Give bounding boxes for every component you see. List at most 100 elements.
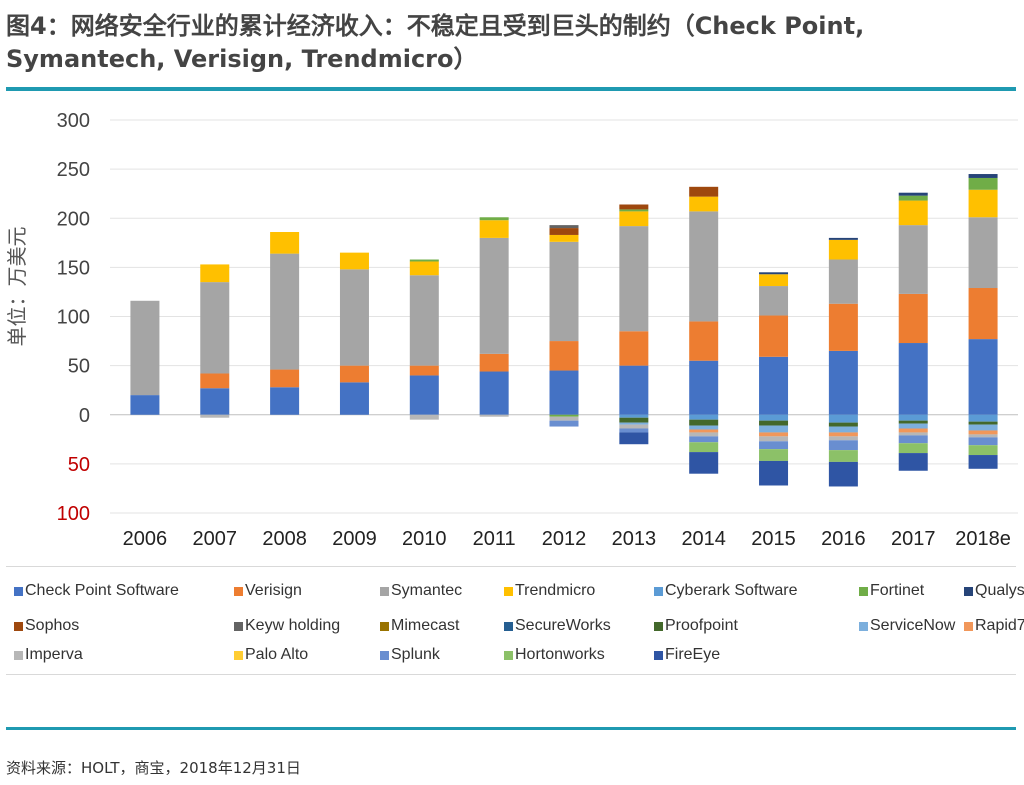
legend-label: Verisign [245,582,302,599]
legend-swatch [234,650,243,660]
bar-segment-proofpoint [898,420,928,424]
bar-segment-symantec [130,300,160,396]
bar-segment-rapid7 [968,430,998,435]
bar-segment-check-point-software [759,356,789,415]
bar-segment-check-point-software [200,388,230,415]
bar-segment-servicenow [619,422,649,425]
x-tick-label: 2008 [262,528,307,550]
bar-segment-fireeye [689,452,719,474]
bar-segment-sophos [619,204,649,210]
bar-segment-trendmicro [759,274,789,287]
bar-segment-hortonworks [689,442,719,453]
bar-segment-rapid7 [759,432,789,437]
legend-item: Keyw holding [234,617,340,635]
legend-item: Check Point Software [14,582,179,600]
legend-swatch [504,621,513,631]
legend-item: Hortonworks [504,646,605,664]
bar-segment-trendmicro [689,196,719,212]
bar-segment-check-point-software [409,375,439,415]
x-tick-label: 2006 [123,528,168,550]
legend-label: Palo Alto [245,646,309,663]
y-tick-label: 100 [57,307,90,329]
y-axis-label: 单位：万美元 [5,227,29,347]
bar-segment-rapid7 [898,428,928,433]
bar-segment-cyberark-software [898,414,928,421]
bar-segment-hortonworks [898,443,928,454]
bar-segment-fortinet [968,177,998,190]
chart-plot: 300 250 200 150 100 50 0 50 100 单位：万美元 2006 2007 200… [5,110,1018,550]
bar-segment-sophos [689,186,719,197]
legend-bottom-line [6,674,1016,675]
chart-title: 图4：网络安全行业的累计经济收入：不稳定且受到巨头的制约（Check Point… [6,12,865,73]
bar-segment-symantec [689,211,719,322]
bar-segment-splunk [689,436,719,443]
bar-segment-qualys [968,174,998,178]
chart-legend: Check Point Software Verisign Symantec Tren… [14,578,1024,690]
bar-segment-servicenow [898,423,928,429]
legend-label: Keyw holding [245,617,341,634]
bar-segment-trendmicro [339,252,369,270]
legend-label: Qualys [975,582,1024,599]
legend-label: Imperva [25,646,83,663]
legend-label: Sophos [25,617,80,634]
legend-swatch [654,586,663,596]
legend-label: FireEye [665,646,721,663]
bar-segment-verisign [968,288,998,340]
bar-segment-servicenow [759,425,789,433]
x-tick-label: 2012 [542,528,587,550]
bar-segment-symantec [898,225,928,294]
bar-segment-verisign [549,341,579,371]
bar-segment-trendmicro [968,189,998,218]
bar-segment-servicenow [689,425,719,430]
y-tick-label: 300 [57,110,90,132]
legend-label: Rapid7 [975,617,1024,634]
bar-segment-imperva [759,436,789,442]
bar-segment-fireeye [898,453,928,471]
bar-segment-check-point-software [549,370,579,415]
legend-item: Symantec [380,582,462,600]
bar-segment-verisign [619,331,649,366]
bar-segment-check-point-software [619,365,649,415]
legend-label: Symantec [391,582,463,599]
bar-segment-fortinet [549,414,579,417]
y-tick-label: 50 [68,356,90,378]
x-tick-label: 2011 [473,528,516,550]
legend-item: Verisign [234,582,302,600]
bar-segment-splunk [968,437,998,446]
legend-label: Mimecast [391,617,460,634]
legend-swatch [964,586,973,596]
bar-segment-symantec [200,282,230,374]
bar-segment-trendmicro [619,211,649,227]
bar-segment-fireeye [619,432,649,445]
bar-segment-imperva [619,424,649,429]
x-tick-label: 2018e [955,528,1011,550]
bar-segment-imperva [409,414,439,420]
bar-segment-rapid7 [828,432,858,437]
y-tick-label: 150 [57,257,90,279]
legend-swatch [14,621,23,631]
bar-segment-trendmicro [828,239,858,260]
legend-label: Check Point Software [25,582,179,599]
bar-segment-cyberark-software [968,414,998,422]
bar-segment-cyberark-software [759,414,789,421]
x-tick-label: 2016 [821,528,866,550]
bar-segment-imperva [828,436,858,441]
bar-segment-check-point-software [270,387,300,415]
bar-segment-keyw-holding [549,225,579,229]
legend-swatch [504,650,513,660]
bar-segment-verisign [200,373,230,389]
bar-segment-verisign [759,315,789,357]
bar-segment-symantec [619,226,649,332]
bar-segment-splunk [898,435,928,444]
legend-swatch [234,621,243,631]
legend-label: Hortonworks [515,646,605,663]
legend-label: SecureWorks [515,617,611,634]
legend-label: ServiceNow [870,617,956,634]
legend-item: Trendmicro [504,582,595,600]
bar-segment-hortonworks [828,450,858,462]
legend-item: Sophos [14,617,79,635]
bar-segment-splunk [619,428,649,433]
bar-segment-imperva [968,434,998,438]
bar-segment-splunk [549,420,579,427]
bar-segment-symantec [759,286,789,316]
